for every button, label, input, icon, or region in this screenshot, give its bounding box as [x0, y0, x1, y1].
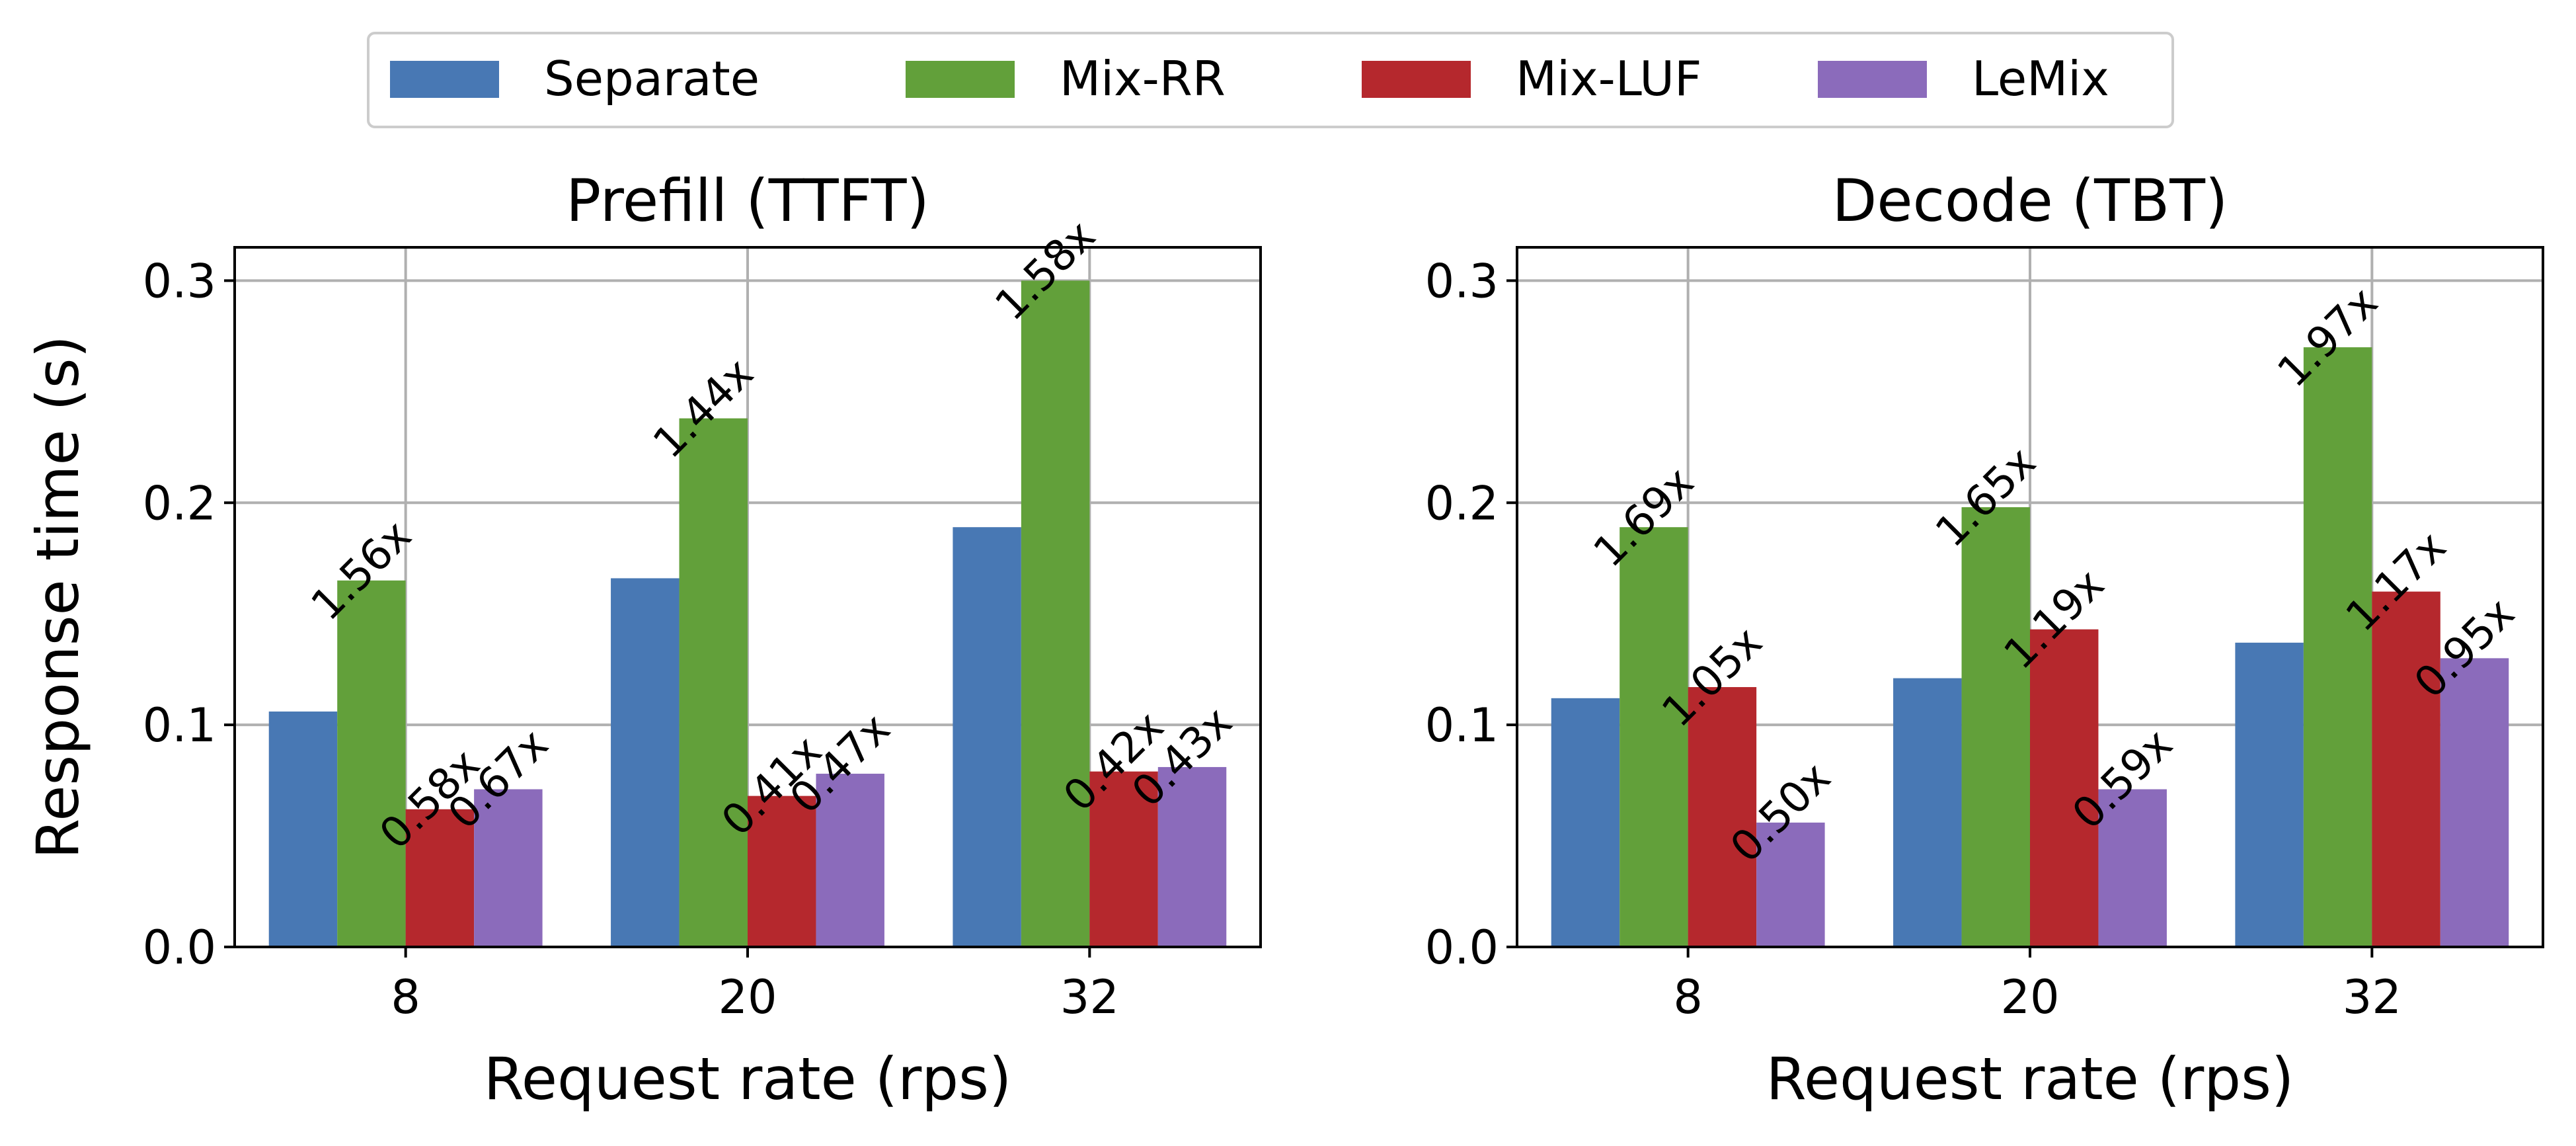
legend-label-lemix: LeMix	[1972, 51, 2109, 106]
y-tick-label: 0.0	[143, 921, 216, 975]
y-tick-label: 0.3	[143, 254, 216, 308]
x-tick-label: 8	[391, 970, 420, 1024]
legend-frame	[367, 32, 2174, 128]
bar-lemix-20	[2098, 789, 2167, 947]
bar-lemix-32	[1157, 766, 1227, 947]
bar-mix-rr-20	[1961, 507, 2030, 947]
bar-separate-8	[1551, 698, 1620, 947]
bar-separate-20	[1893, 678, 1962, 947]
legend-swatch-mix-rr	[906, 61, 1015, 98]
bar-lemix-8	[474, 789, 543, 947]
bar-mix-luf-8	[1688, 687, 1757, 947]
x-axis-label: Request rate (rps)	[1766, 1045, 2294, 1113]
bar-separate-20	[611, 578, 680, 947]
bar-mix-rr-32	[1021, 280, 1090, 947]
legend: Separate Mix-RR Mix-LUF LeMix	[367, 32, 2174, 128]
bar-mix-luf-20	[2030, 629, 2099, 947]
bar-mix-rr-8	[1620, 527, 1688, 947]
x-tick-label: 32	[2343, 970, 2401, 1024]
x-tick-label: 20	[718, 970, 777, 1024]
y-tick-label: 0.3	[1425, 254, 1499, 308]
bar-mix-rr-32	[2303, 347, 2372, 947]
bar-lemix-20	[816, 774, 884, 947]
x-tick-label: 20	[2000, 970, 2059, 1024]
x-tick-label: 32	[1060, 970, 1119, 1024]
bar-lemix-8	[1756, 822, 1825, 947]
y-tick-label: 0.1	[143, 698, 216, 753]
legend-label-mix-rr: Mix-RR	[1060, 51, 1226, 106]
legend-swatch-lemix	[1818, 61, 1927, 98]
bar-mix-luf-8	[405, 809, 475, 947]
bar-mix-rr-8	[337, 580, 406, 947]
y-tick-label: 0.1	[1425, 698, 1499, 753]
bar-mix-luf-32	[2372, 591, 2440, 947]
bar-separate-32	[2235, 642, 2304, 947]
legend-label-separate: Separate	[544, 51, 760, 106]
bar-separate-8	[268, 711, 338, 947]
bar-mix-luf-32	[1089, 771, 1158, 947]
legend-swatch-separate	[390, 61, 499, 98]
legend-swatch-mix-luf	[1362, 61, 1471, 98]
x-axis-label: Request rate (rps)	[484, 1045, 1012, 1113]
bar-separate-32	[953, 527, 1021, 947]
legend-label-mix-luf: Mix-LUF	[1516, 51, 1701, 106]
y-tick-label: 0.2	[1425, 476, 1499, 530]
x-tick-label: 8	[1673, 970, 1703, 1024]
chart-title: Decode (TBT)	[1832, 167, 2228, 235]
y-tick-label: 0.2	[143, 476, 216, 530]
chart-title: Prefill (TTFT)	[566, 167, 929, 235]
bar-lemix-32	[2440, 658, 2509, 947]
bar-mix-luf-20	[748, 796, 816, 947]
bar-mix-rr-20	[679, 418, 748, 947]
y-axis-label: Response time (s)	[24, 335, 92, 859]
y-tick-label: 0.0	[1425, 921, 1499, 975]
